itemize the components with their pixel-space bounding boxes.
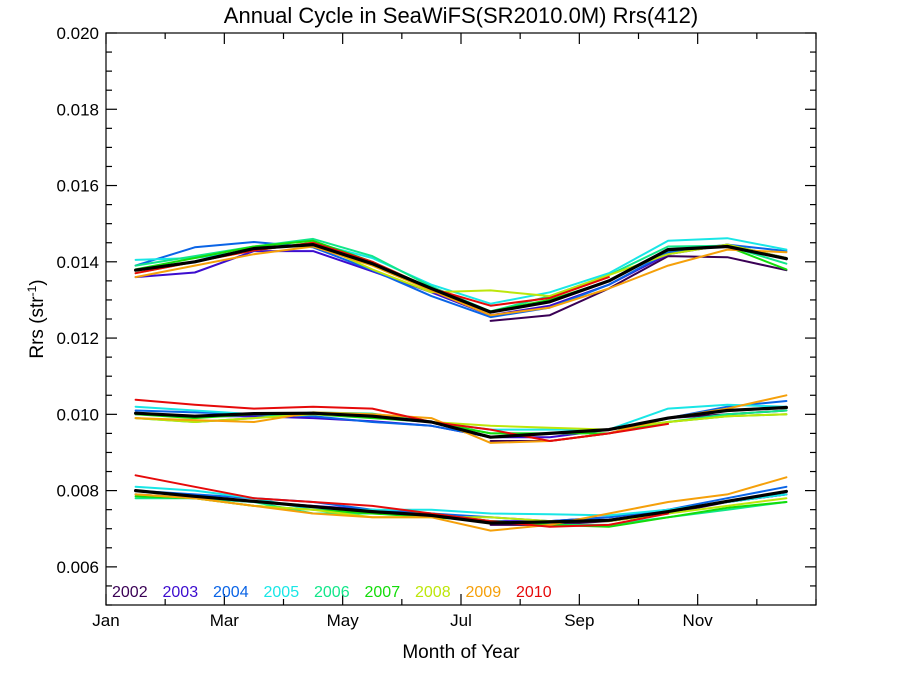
legend-entry-2007: 2007 (365, 584, 401, 601)
series-line-2010 (134, 398, 670, 442)
x-tick-label: Jul (450, 611, 472, 630)
legend-entry-2004: 2004 (213, 584, 249, 601)
series-2005 (134, 237, 788, 517)
legend-entry-2006: 2006 (314, 584, 350, 601)
x-axis: Jan Mar May Jul Sep Nov (92, 33, 817, 630)
series-line-2008 (134, 413, 788, 431)
x-tick-label: Jan (92, 611, 119, 630)
series-line-2004 (134, 241, 788, 319)
legend-entry-2005: 2005 (264, 584, 300, 601)
y-tick-label: 0.020 (56, 24, 99, 43)
series-line-mean (134, 489, 788, 525)
x-tick-label: May (327, 611, 360, 630)
series-2004 (134, 241, 788, 523)
legend: 2002 2003 2004 2005 2006 2007 2008 2009 2010 (112, 584, 552, 601)
series-2007 (134, 239, 788, 528)
y-tick-label: 0.006 (56, 558, 99, 577)
legend-entry-2009: 2009 (466, 584, 502, 601)
series-line-2009 (134, 245, 788, 317)
series-line-mean (134, 405, 788, 439)
y-tick-label: 0.018 (56, 100, 99, 119)
legend-entry-2003: 2003 (163, 584, 199, 601)
series-line-mean (134, 243, 788, 314)
x-tick-label: Sep (564, 611, 594, 630)
y-axis-label-superscript: -1 (25, 285, 39, 296)
series-mean (134, 243, 788, 525)
y-axis-label-suffix: ) (27, 279, 48, 285)
y-tick-label: 0.012 (56, 329, 99, 348)
y-axis: 0.006 0.008 0.010 0.012 0.014 0.016 0.018 0.020 (56, 24, 816, 606)
legend-entry-2008: 2008 (415, 584, 451, 601)
series-2002 (489, 255, 788, 526)
series-2010 (134, 241, 670, 528)
series-line-2002 (489, 255, 788, 322)
series-2006 (134, 237, 788, 526)
series-line-2010 (134, 241, 610, 307)
series-2003 (134, 243, 788, 523)
y-tick-label: 0.008 (56, 482, 99, 501)
y-tick-label: 0.010 (56, 405, 99, 424)
series-line-2010 (134, 474, 670, 528)
chart-title: Annual Cycle in SeaWiFS(SR2010.0M) Rrs(4… (224, 3, 698, 28)
legend-entry-2002: 2002 (112, 584, 148, 601)
y-tick-label: 0.014 (56, 253, 99, 272)
x-tick-label: Mar (210, 611, 240, 630)
y-axis-label-text: Rrs (str (27, 296, 48, 359)
y-axis-label: Rrs (str-1) (25, 279, 48, 358)
series-2008 (134, 241, 788, 523)
x-axis-label: Month of Year (402, 642, 520, 663)
x-tick-label: Nov (683, 611, 714, 630)
series-layer (134, 237, 788, 532)
legend-entry-2010: 2010 (516, 584, 552, 601)
y-tick-label: 0.016 (56, 177, 99, 196)
series-2009 (134, 245, 788, 532)
series-line-2009 (134, 476, 788, 532)
